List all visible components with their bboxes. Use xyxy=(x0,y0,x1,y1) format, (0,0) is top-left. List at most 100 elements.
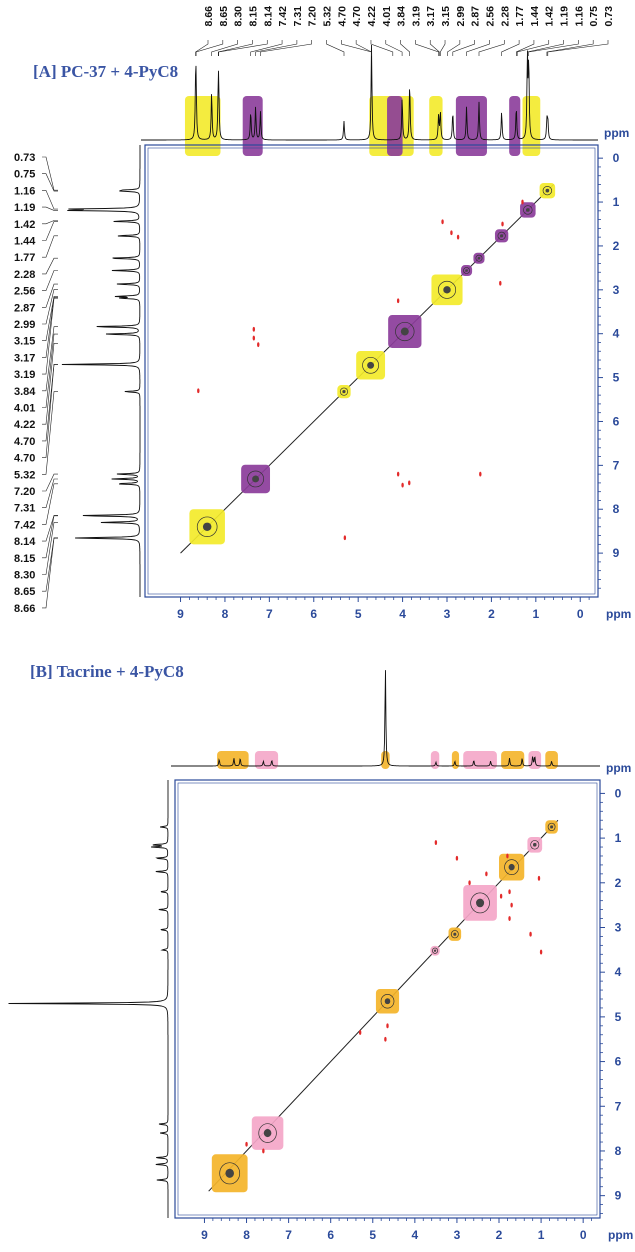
y-tick-label-1: 1 xyxy=(615,831,622,845)
y-tick-label-1: 1 xyxy=(613,195,620,209)
cross-peak-contour-4 xyxy=(450,930,459,939)
x-tick-label-2: 7 xyxy=(285,1228,292,1242)
off-diagonal-spot-8 xyxy=(529,931,532,937)
top-peak-label-17: 2.99 xyxy=(455,6,467,27)
top-peak-label-18: 2.87 xyxy=(470,6,482,27)
x-tick-label-9: 0 xyxy=(580,1228,587,1242)
left-peak-label-17: 4.70 xyxy=(14,436,35,448)
left-peak-label-23: 8.14 xyxy=(14,536,36,548)
cross-peak-center-6 xyxy=(400,327,409,336)
left-peak-leader-25 xyxy=(42,522,58,575)
left-peak-label-11: 3.15 xyxy=(14,336,35,348)
off-diagonal-spot-1 xyxy=(501,221,504,227)
x-tick-label-1: 8 xyxy=(243,1228,250,1242)
y-tick-label-3: 3 xyxy=(613,283,620,297)
top-peak-leader-4 xyxy=(218,40,268,56)
left-peak-leader-10 xyxy=(42,289,58,325)
cross-peak-contour-3 xyxy=(470,892,490,914)
cross-peak-center-2 xyxy=(508,863,515,871)
top-1d-spectrum xyxy=(171,670,600,767)
top-peak-leader-6 xyxy=(255,40,298,56)
y-tick-label-8: 8 xyxy=(615,1144,622,1158)
left-peak-leader-0 xyxy=(42,156,58,191)
off-diagonal-spot-13 xyxy=(479,471,482,477)
cross-peak-center-7 xyxy=(367,361,375,369)
cross-peak-contour-0 xyxy=(542,185,553,196)
top-peak-label-15: 3.17 xyxy=(425,6,437,27)
spectrum-highlight-6 xyxy=(522,96,541,156)
left-peak-label-27: 8.66 xyxy=(14,603,35,615)
top-peak-leader-2 xyxy=(211,40,238,56)
cross-peak-center-5 xyxy=(443,286,451,294)
x-tick-label-4: 5 xyxy=(355,607,362,621)
panel-b-title: [B] Tacrine + 4-PyC8 xyxy=(30,662,184,681)
spectrum-highlight-5 xyxy=(509,96,521,156)
top-peak-label-5: 7.42 xyxy=(277,6,289,27)
top-peak-leader-10 xyxy=(355,40,372,56)
off-diagonal-spot-14 xyxy=(245,1141,248,1147)
left-peak-leader-12 xyxy=(42,297,58,358)
cross-peak-contour-7 xyxy=(258,1123,277,1143)
y-axis-unit: ppm xyxy=(606,761,631,775)
spectrum-highlight-4 xyxy=(455,96,487,156)
cross-peak-contour-5 xyxy=(437,280,457,299)
cross-peak-center-1 xyxy=(533,842,537,847)
top-peak-leader-11 xyxy=(370,40,394,56)
off-diagonal-spot-16 xyxy=(506,853,509,859)
top-peak-label-21: 1.77 xyxy=(514,6,526,27)
x-tick-label-0: 9 xyxy=(177,607,184,621)
top-peak-label-6: 7.31 xyxy=(292,6,304,27)
cross-peak-center-0 xyxy=(545,188,550,193)
off-diagonal-spot-2 xyxy=(450,230,453,236)
top-peak-leader-5 xyxy=(250,40,283,56)
off-diagonal-spot-13 xyxy=(358,1030,362,1035)
left-peak-leader-6 xyxy=(42,235,58,258)
left-peak-leader-23 xyxy=(42,515,58,542)
x-tick-label-3: 6 xyxy=(327,1228,334,1242)
top-peak-label-19: 2.56 xyxy=(484,6,496,27)
spectrum-highlight-0 xyxy=(217,751,249,769)
left-peak-label-24: 8.15 xyxy=(14,553,35,565)
top-peak-label-16: 3.15 xyxy=(440,6,452,27)
off-diagonal-spot-11 xyxy=(386,1023,389,1029)
top-peak-label-23: 1.42 xyxy=(544,6,556,27)
cross-peak-contour-0 xyxy=(547,822,556,832)
left-peak-label-21: 7.31 xyxy=(14,503,35,515)
panel-b: [B] Tacrine + 4-PyC8 9 8 7 6 5 4 3 2 1 0 ppm 0 1 2 3 4 5… xyxy=(0,610,635,1252)
cross-peak-contour-8 xyxy=(339,387,349,396)
off-diagonal-spot-7 xyxy=(499,893,503,899)
off-diagonal-spot-1 xyxy=(455,855,459,861)
top-peak-label-12: 4.01 xyxy=(381,6,393,27)
off-diagonal-spot-6 xyxy=(252,326,256,332)
y-tick-label-5: 5 xyxy=(613,371,620,385)
off-diagonal-spot-4 xyxy=(508,889,511,895)
spectrum-highlight-8 xyxy=(545,751,558,769)
left-peak-leader-15 xyxy=(42,333,58,408)
panel-a-title: [A] PC-37 + 4-PyC8 xyxy=(33,62,179,81)
cross-peak-center-3 xyxy=(477,256,481,260)
cross-peak-contour-1 xyxy=(530,840,540,850)
cross-peak-contour-5 xyxy=(432,947,438,954)
left-peak-leader-18 xyxy=(42,364,58,458)
off-diagonal-spot-9 xyxy=(539,949,543,955)
left-peak-leader-2 xyxy=(42,190,58,210)
top-peak-label-14: 3.19 xyxy=(410,6,422,27)
off-diagonal-spot-2 xyxy=(485,871,488,877)
left-peak-label-1: 0.75 xyxy=(14,169,35,181)
off-diagonal-spot-4 xyxy=(499,280,502,286)
off-diagonal-spot-6 xyxy=(508,916,511,921)
left-peak-leader-5 xyxy=(42,221,58,241)
top-peak-leader-25 xyxy=(528,40,579,56)
left-peak-leader-19 xyxy=(42,391,58,475)
top-peak-leader-1 xyxy=(195,40,224,56)
x-tick-label-7: 2 xyxy=(496,1228,503,1242)
cross-peak-center-4 xyxy=(465,269,468,272)
x-tick-label-6: 3 xyxy=(444,607,451,621)
cross-peak-contour-7 xyxy=(362,356,380,374)
y-tick-label-2: 2 xyxy=(613,239,620,253)
top-peak-leader-19 xyxy=(466,40,490,56)
top-peak-leader-24 xyxy=(527,40,564,56)
top-peak-leader-21 xyxy=(501,40,520,56)
left-peak-label-8: 2.56 xyxy=(14,286,35,298)
